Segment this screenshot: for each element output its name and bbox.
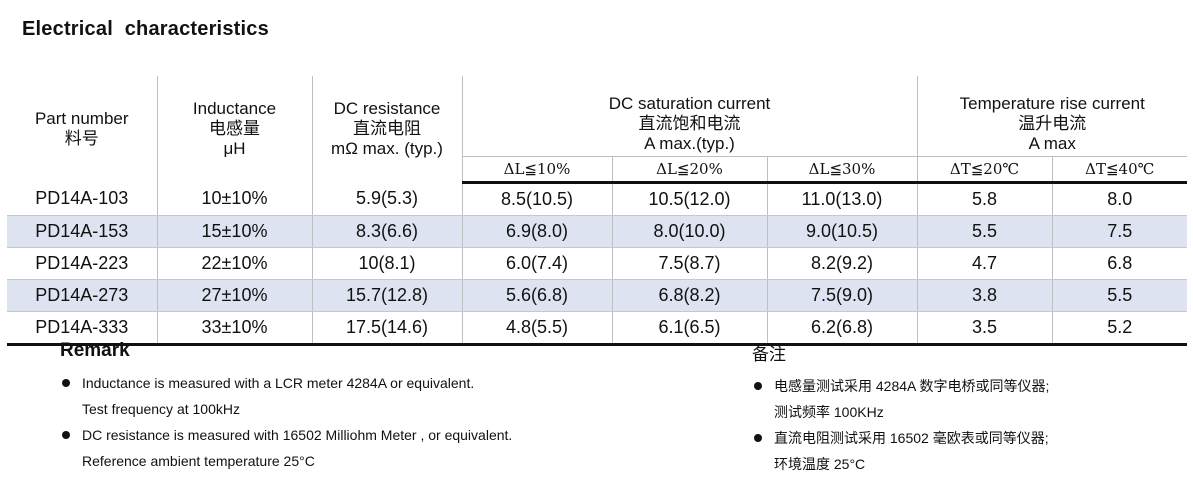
- remark-en-line: Reference ambient temperature 25°C: [82, 453, 315, 469]
- cell-sat-10: 8.5(10.5): [462, 182, 613, 216]
- cell-temp-20: 5.8: [917, 182, 1053, 216]
- remark-en-item: DC resistance is measured with 16502 Mil…: [60, 422, 512, 474]
- remark-en-line: Inductance is measured with a LCR meter …: [82, 375, 475, 391]
- header-dc-resistance: DC resistance 直流电阻 mΩ max. (typ.): [312, 76, 463, 183]
- cell-part-number: PD14A-103: [7, 182, 158, 216]
- cell-part-number: PD14A-223: [7, 247, 158, 280]
- remark-cn-item: 直流电阻测试采用 16502 毫欧表或同等仪器; 环境温度 25°C: [752, 425, 1049, 477]
- header-dcr-cn: 直流电阻: [353, 119, 421, 139]
- remark-cn-item: 电感量测试采用 4284A 数字电桥或同等仪器; 测试频率 100KHz: [752, 373, 1049, 425]
- header-sat-unit: A max.(typ.): [644, 134, 735, 153]
- cell-part-number: PD14A-333: [7, 311, 158, 346]
- cell-sat-20: 6.8(8.2): [612, 279, 768, 312]
- cell-sat-30: 7.5(9.0): [767, 279, 918, 312]
- cell-sat-30: 8.2(9.2): [767, 247, 918, 280]
- bullet-icon: [754, 434, 762, 442]
- remark-cn-line: 电感量测试采用 4284A 数字电桥或同等仪器;: [774, 378, 1050, 394]
- remark-en-line: Test frequency at 100kHz: [82, 401, 240, 417]
- cell-temp-20: 3.5: [917, 311, 1053, 346]
- header-temp-cn: 温升电流: [1018, 114, 1087, 133]
- header-inductance: Inductance 电感量 μH: [157, 76, 313, 183]
- cell-inductance: 33±10%: [157, 311, 313, 346]
- header-temp-en: Temperature rise current: [959, 94, 1145, 113]
- cell-sat-10: 6.9(8.0): [462, 215, 613, 248]
- cell-temp-40: 8.0: [1052, 182, 1188, 216]
- header-dcr-unit: mΩ max. (typ.): [331, 139, 443, 159]
- remark-en-title: Remark: [60, 340, 130, 361]
- header-inductance-cn: 电感量: [209, 119, 260, 139]
- cell-temp-40: 5.5: [1052, 279, 1188, 312]
- table-row: PD14A-153 15±10% 8.3(6.6) 6.9(8.0) 8.0(1…: [7, 215, 1188, 248]
- characteristics-table: Part number 料号 Inductance 电感量 μH DC resi…: [7, 76, 1188, 346]
- header-part-number: Part number 料号: [7, 76, 158, 183]
- header-inductance-unit: μH: [223, 139, 246, 159]
- table-row: PD14A-273 27±10% 15.7(12.8) 5.6(6.8) 6.8…: [7, 279, 1188, 312]
- header-inductance-en: Inductance: [192, 99, 277, 119]
- cell-sat-30: 9.0(10.5): [767, 215, 918, 248]
- header-temp-40: ΔT≦40℃: [1052, 156, 1188, 184]
- remark-cn: 备注 电感量测试采用 4284A 数字电桥或同等仪器; 测试频率 100KHz …: [752, 340, 1049, 477]
- remark-cn-line: 直流电阻测试采用 16502 毫欧表或同等仪器;: [774, 430, 1049, 446]
- header-sat-20: ΔL≦20%: [612, 156, 768, 184]
- cell-inductance: 27±10%: [157, 279, 313, 312]
- cell-sat-20: 6.1(6.5): [612, 311, 768, 346]
- cell-dcr: 17.5(14.6): [312, 311, 463, 346]
- header-sat-cn: 直流饱和电流: [638, 114, 741, 133]
- remark-en-item: Inductance is measured with a LCR meter …: [60, 370, 512, 422]
- header-sat-30: ΔL≦30%: [767, 156, 918, 184]
- table-row: PD14A-333 33±10% 17.5(14.6) 4.8(5.5) 6.1…: [7, 311, 1188, 346]
- header-sat-en: DC saturation current: [608, 94, 771, 113]
- header-temp-20: ΔT≦20℃: [917, 156, 1053, 184]
- remark-cn-title: 备注: [752, 345, 786, 364]
- header-sat-10: ΔL≦10%: [462, 156, 613, 184]
- remark-cn-line: 环境温度 25°C: [774, 456, 866, 472]
- table-row: PD14A-223 22±10% 10(8.1) 6.0(7.4) 7.5(8.…: [7, 247, 1188, 280]
- bullet-icon: [62, 431, 70, 439]
- header-part-number-en: Part number: [34, 109, 129, 129]
- remark-en-line: DC resistance is measured with 16502 Mil…: [82, 427, 513, 443]
- bullet-icon: [62, 379, 70, 387]
- header-temp-rise: Temperature rise current 温升电流 A max: [917, 76, 1187, 157]
- cell-sat-10: 4.8(5.5): [462, 311, 613, 346]
- cell-inductance: 22±10%: [157, 247, 313, 280]
- remark-en: Remark Inductance is measured with a LCR…: [60, 340, 512, 474]
- cell-sat-20: 8.0(10.0): [612, 215, 768, 248]
- cell-sat-10: 6.0(7.4): [462, 247, 613, 280]
- bullet-icon: [754, 382, 762, 390]
- cell-sat-30: 6.2(6.8): [767, 311, 918, 346]
- cell-sat-20: 10.5(12.0): [612, 182, 768, 216]
- cell-temp-20: 4.7: [917, 247, 1053, 280]
- cell-dcr: 15.7(12.8): [312, 279, 463, 312]
- table-row: PD14A-103 10±10% 5.9(5.3) 8.5(10.5) 10.5…: [7, 182, 1188, 216]
- header-dc-saturation: DC saturation current 直流饱和电流 A max.(typ.…: [462, 76, 918, 157]
- cell-temp-20: 5.5: [917, 215, 1053, 248]
- cell-temp-40: 7.5: [1052, 215, 1188, 248]
- cell-part-number: PD14A-273: [7, 279, 158, 312]
- cell-dcr: 10(8.1): [312, 247, 463, 280]
- cell-temp-40: 5.2: [1052, 311, 1188, 346]
- cell-dcr: 8.3(6.6): [312, 215, 463, 248]
- header-temp-unit: A max: [1028, 134, 1076, 153]
- cell-temp-20: 3.8: [917, 279, 1053, 312]
- cell-dcr: 5.9(5.3): [312, 182, 463, 216]
- cell-sat-10: 5.6(6.8): [462, 279, 613, 312]
- cell-inductance: 10±10%: [157, 182, 313, 216]
- cell-sat-30: 11.0(13.0): [767, 182, 918, 216]
- header-dcr-en: DC resistance: [333, 99, 441, 119]
- cell-temp-40: 6.8: [1052, 247, 1188, 280]
- cell-inductance: 15±10%: [157, 215, 313, 248]
- page-title: Electrical characteristics: [22, 18, 269, 40]
- cell-part-number: PD14A-153: [7, 215, 158, 248]
- cell-sat-20: 7.5(8.7): [612, 247, 768, 280]
- remark-cn-line: 测试频率 100KHz: [774, 404, 884, 420]
- header-part-number-cn: 料号: [64, 129, 99, 149]
